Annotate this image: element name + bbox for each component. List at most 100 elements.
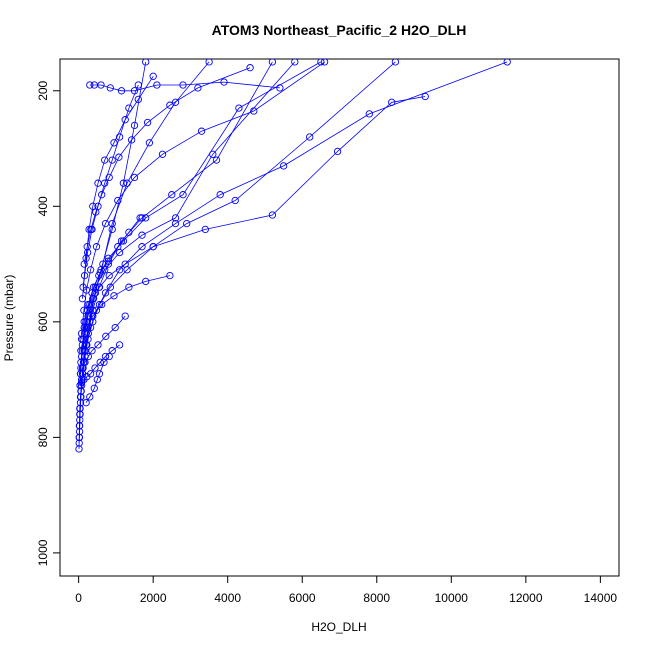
data-point xyxy=(194,84,202,92)
data-point xyxy=(166,101,174,109)
data-point xyxy=(76,410,84,418)
data-point xyxy=(220,78,228,86)
data-point xyxy=(205,59,213,66)
data-point xyxy=(110,139,118,147)
data-point xyxy=(421,92,429,101)
data-point xyxy=(231,196,239,205)
data-point xyxy=(142,277,150,286)
data-point xyxy=(79,283,87,291)
data-point xyxy=(94,341,102,349)
data-point xyxy=(158,150,167,158)
data-point xyxy=(83,341,91,349)
series-7 xyxy=(76,59,299,378)
data-point xyxy=(108,225,116,234)
data-point xyxy=(145,139,154,147)
data-point xyxy=(306,133,314,141)
data-point xyxy=(250,107,258,115)
data-point xyxy=(96,358,104,366)
data-point xyxy=(104,257,113,265)
data-point xyxy=(320,59,329,66)
data-point xyxy=(117,237,126,245)
data-point xyxy=(268,59,277,66)
series-line xyxy=(83,67,251,265)
data-point xyxy=(86,81,94,89)
data-point xyxy=(81,358,89,366)
series-9 xyxy=(86,78,284,95)
data-point xyxy=(114,196,122,205)
data-point xyxy=(111,323,119,332)
data-point xyxy=(153,81,161,89)
data-point xyxy=(80,260,88,268)
series-line xyxy=(79,61,508,415)
data-point xyxy=(235,104,243,112)
data-point xyxy=(86,393,94,401)
data-point xyxy=(76,393,85,401)
series-12 xyxy=(79,72,157,291)
data-point xyxy=(503,59,511,66)
data-point xyxy=(80,318,88,326)
x-tick-label: 4000 xyxy=(214,591,241,605)
data-point xyxy=(77,347,85,355)
data-point xyxy=(138,243,146,251)
data-point xyxy=(106,283,114,291)
data-point xyxy=(85,225,93,234)
data-point xyxy=(108,156,116,164)
data-point xyxy=(115,266,124,274)
data-point xyxy=(78,295,87,303)
data-point xyxy=(130,173,139,182)
data-point xyxy=(171,219,180,228)
series-16 xyxy=(76,312,129,378)
data-point xyxy=(92,243,101,251)
data-point xyxy=(108,347,116,355)
series-13 xyxy=(80,64,254,268)
plot-area xyxy=(75,59,511,453)
data-point xyxy=(179,81,187,89)
data-point xyxy=(97,81,105,89)
data-point xyxy=(100,358,108,366)
x-tick-label: 14000 xyxy=(584,591,618,605)
data-point xyxy=(86,370,95,378)
data-point xyxy=(92,208,100,216)
data-point xyxy=(102,332,110,340)
series-line xyxy=(80,61,296,374)
x-tick-label: 10000 xyxy=(435,591,469,605)
data-point xyxy=(86,266,95,274)
x-tick-label: 12000 xyxy=(509,591,543,605)
data-point xyxy=(171,214,180,222)
x-axis: 0 2000 4000 6000 8000 10000 12000 14000 xyxy=(75,575,618,605)
data-point xyxy=(115,341,124,349)
data-point xyxy=(138,231,146,239)
series-line xyxy=(80,315,126,374)
x-tick-label: 8000 xyxy=(363,591,390,605)
y-tick-label: 800 xyxy=(36,427,50,447)
data-point xyxy=(79,335,87,343)
data-point xyxy=(87,225,95,234)
data-point xyxy=(168,191,176,199)
data-point xyxy=(268,211,277,219)
data-point xyxy=(75,433,84,442)
y-tick-label: 400 xyxy=(36,196,50,216)
data-point xyxy=(183,219,191,228)
data-point xyxy=(92,306,101,314)
data-point xyxy=(115,153,123,161)
series-11 xyxy=(78,81,142,303)
data-point xyxy=(119,237,128,245)
data-point xyxy=(114,243,122,251)
data-point xyxy=(212,156,221,164)
data-point xyxy=(106,84,114,92)
data-point xyxy=(88,347,96,355)
data-point xyxy=(143,118,152,127)
data-point xyxy=(119,179,128,187)
data-point xyxy=(96,269,104,277)
data-point xyxy=(134,95,142,104)
data-point xyxy=(83,243,91,251)
data-point xyxy=(105,352,113,361)
data-point xyxy=(75,445,83,453)
data-point xyxy=(125,283,133,291)
data-point xyxy=(89,202,97,210)
data-point xyxy=(388,98,396,106)
y-tick-label: 1000 xyxy=(36,539,50,566)
data-point xyxy=(82,399,90,407)
data-point xyxy=(171,98,180,106)
x-axis-label: H2O_DLH xyxy=(311,620,366,634)
